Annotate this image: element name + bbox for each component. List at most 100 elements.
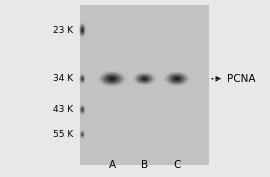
- Ellipse shape: [175, 78, 178, 80]
- Ellipse shape: [82, 134, 83, 135]
- Ellipse shape: [100, 72, 124, 85]
- Ellipse shape: [168, 73, 186, 84]
- Ellipse shape: [80, 75, 85, 83]
- Ellipse shape: [82, 134, 83, 135]
- Ellipse shape: [82, 109, 83, 110]
- Ellipse shape: [167, 73, 187, 84]
- Ellipse shape: [81, 76, 84, 81]
- Ellipse shape: [138, 75, 151, 83]
- Ellipse shape: [81, 132, 84, 137]
- Ellipse shape: [139, 76, 150, 82]
- Ellipse shape: [105, 75, 119, 83]
- Ellipse shape: [80, 24, 85, 36]
- Ellipse shape: [136, 74, 153, 84]
- Ellipse shape: [143, 78, 147, 80]
- Ellipse shape: [82, 108, 83, 111]
- Ellipse shape: [80, 75, 85, 83]
- Ellipse shape: [80, 75, 85, 82]
- Ellipse shape: [81, 107, 84, 112]
- Ellipse shape: [103, 74, 121, 84]
- Ellipse shape: [82, 134, 83, 135]
- Ellipse shape: [143, 78, 146, 79]
- Ellipse shape: [80, 106, 85, 113]
- Ellipse shape: [81, 107, 84, 112]
- Ellipse shape: [172, 76, 182, 82]
- Ellipse shape: [81, 108, 83, 112]
- Ellipse shape: [144, 78, 145, 79]
- Ellipse shape: [166, 73, 187, 85]
- Ellipse shape: [106, 76, 118, 82]
- Ellipse shape: [140, 76, 148, 81]
- Text: A: A: [109, 161, 116, 170]
- Ellipse shape: [81, 133, 83, 136]
- Ellipse shape: [101, 73, 123, 85]
- Ellipse shape: [107, 76, 117, 82]
- Ellipse shape: [104, 74, 120, 83]
- Ellipse shape: [171, 75, 183, 82]
- Ellipse shape: [82, 78, 83, 79]
- Ellipse shape: [80, 107, 84, 113]
- Ellipse shape: [80, 25, 85, 35]
- Ellipse shape: [81, 76, 84, 82]
- Ellipse shape: [110, 78, 114, 80]
- Ellipse shape: [140, 76, 149, 82]
- Ellipse shape: [82, 133, 83, 136]
- Ellipse shape: [173, 76, 181, 81]
- Ellipse shape: [82, 29, 83, 31]
- Ellipse shape: [136, 74, 153, 84]
- Ellipse shape: [82, 78, 83, 79]
- Ellipse shape: [81, 133, 83, 136]
- Text: C: C: [173, 161, 181, 170]
- Ellipse shape: [81, 28, 83, 32]
- Text: 55 K: 55 K: [53, 130, 73, 139]
- Ellipse shape: [172, 76, 181, 81]
- Ellipse shape: [80, 26, 85, 35]
- Ellipse shape: [175, 77, 179, 80]
- Ellipse shape: [80, 26, 84, 34]
- Text: 23 K: 23 K: [53, 26, 73, 35]
- Ellipse shape: [109, 77, 115, 81]
- Text: 34 K: 34 K: [53, 74, 73, 83]
- Text: B: B: [141, 161, 148, 170]
- Ellipse shape: [135, 73, 154, 84]
- Ellipse shape: [111, 78, 113, 79]
- Ellipse shape: [80, 106, 85, 114]
- Text: PCNA: PCNA: [227, 74, 255, 84]
- Ellipse shape: [169, 74, 184, 83]
- Ellipse shape: [81, 77, 83, 81]
- Ellipse shape: [82, 28, 83, 32]
- Ellipse shape: [82, 109, 83, 110]
- Ellipse shape: [80, 76, 84, 82]
- Ellipse shape: [81, 27, 84, 34]
- Ellipse shape: [79, 24, 85, 36]
- Ellipse shape: [102, 73, 122, 84]
- Ellipse shape: [81, 132, 84, 137]
- Ellipse shape: [110, 77, 114, 80]
- Text: 43 K: 43 K: [53, 105, 73, 114]
- Bar: [80, 5, 209, 165]
- Ellipse shape: [108, 76, 116, 81]
- Ellipse shape: [81, 76, 84, 81]
- Ellipse shape: [82, 133, 83, 136]
- Ellipse shape: [80, 25, 85, 35]
- Ellipse shape: [81, 27, 84, 33]
- Ellipse shape: [82, 77, 83, 80]
- Ellipse shape: [106, 75, 119, 82]
- Ellipse shape: [137, 75, 152, 83]
- Ellipse shape: [168, 74, 185, 84]
- Ellipse shape: [82, 109, 83, 111]
- Ellipse shape: [170, 75, 184, 83]
- Ellipse shape: [82, 78, 83, 80]
- Ellipse shape: [176, 78, 178, 79]
- Ellipse shape: [174, 77, 180, 81]
- Ellipse shape: [139, 75, 151, 82]
- Ellipse shape: [81, 27, 84, 33]
- Ellipse shape: [82, 29, 83, 32]
- Ellipse shape: [82, 78, 83, 80]
- Ellipse shape: [81, 107, 84, 113]
- Ellipse shape: [80, 132, 84, 138]
- Ellipse shape: [141, 77, 148, 81]
- Ellipse shape: [81, 132, 84, 137]
- Ellipse shape: [142, 77, 147, 80]
- Ellipse shape: [82, 109, 83, 111]
